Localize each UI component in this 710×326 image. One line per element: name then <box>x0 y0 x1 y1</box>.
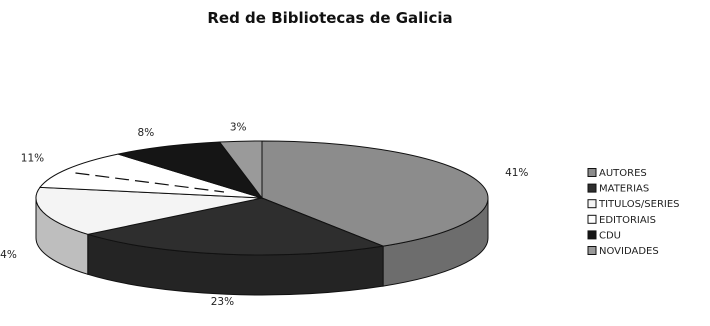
pie-label-cdu: 8% <box>138 127 155 139</box>
legend-swatch-autores <box>587 168 597 177</box>
pie-slice-autores <box>261 140 489 247</box>
pie-label-editoriais: 11% <box>21 153 44 165</box>
pie-slice-novidades <box>218 140 263 200</box>
legend-label-editoriais: EDITORIAIS <box>599 215 656 226</box>
pie-label-titulos-series: 14% <box>0 249 17 261</box>
pie-label-autores: 41% <box>505 167 528 179</box>
pie-group: 41% 23% 14% 11% 8% 3% <box>0 121 528 308</box>
pie-slice-cdu <box>117 141 264 199</box>
chart-title: Red de Bibliotecas de Galicia <box>207 9 452 27</box>
pie-top <box>35 140 489 256</box>
legend-item-titulos-series: TITULOS/SERIES <box>587 199 680 210</box>
legend: AUTORES MATERIAS TITULOS/SERIES EDITORIAIS C… <box>587 168 680 257</box>
legend-label-materias: MATERIAS <box>599 184 649 195</box>
legend-label-novidades: NOVIDADES <box>599 246 659 257</box>
legend-swatch-materias <box>587 183 597 193</box>
legend-label-cdu: CDU <box>599 230 621 241</box>
pie-slice-editoriais <box>39 153 263 199</box>
legend-swatch-editoriais <box>587 214 597 224</box>
legend-swatch-titulos-series <box>587 199 597 209</box>
legend-label-autores: AUTORES <box>599 168 647 179</box>
pie-slice-materias <box>87 197 385 256</box>
pie-slice-titulos-series <box>35 186 263 235</box>
legend-item-editoriais: EDITORIAIS <box>587 214 656 226</box>
legend-swatch-novidades <box>587 246 597 255</box>
legend-item-cdu: CDU <box>587 230 621 241</box>
legend-swatch-cdu <box>587 230 597 240</box>
legend-item-autores: AUTORES <box>587 168 647 179</box>
legend-item-materias: MATERIAS <box>587 183 649 195</box>
pie-labels: 41% 23% 14% 11% 8% 3% <box>0 121 528 308</box>
pie-divider-editoriais <box>75 172 225 193</box>
pie-label-novidades: 3% <box>230 121 247 133</box>
legend-item-novidades: NOVIDADES <box>587 246 659 257</box>
pie-label-materias: 23% <box>211 296 234 308</box>
legend-label-titulos-series: TITULOS/SERIES <box>598 199 680 210</box>
